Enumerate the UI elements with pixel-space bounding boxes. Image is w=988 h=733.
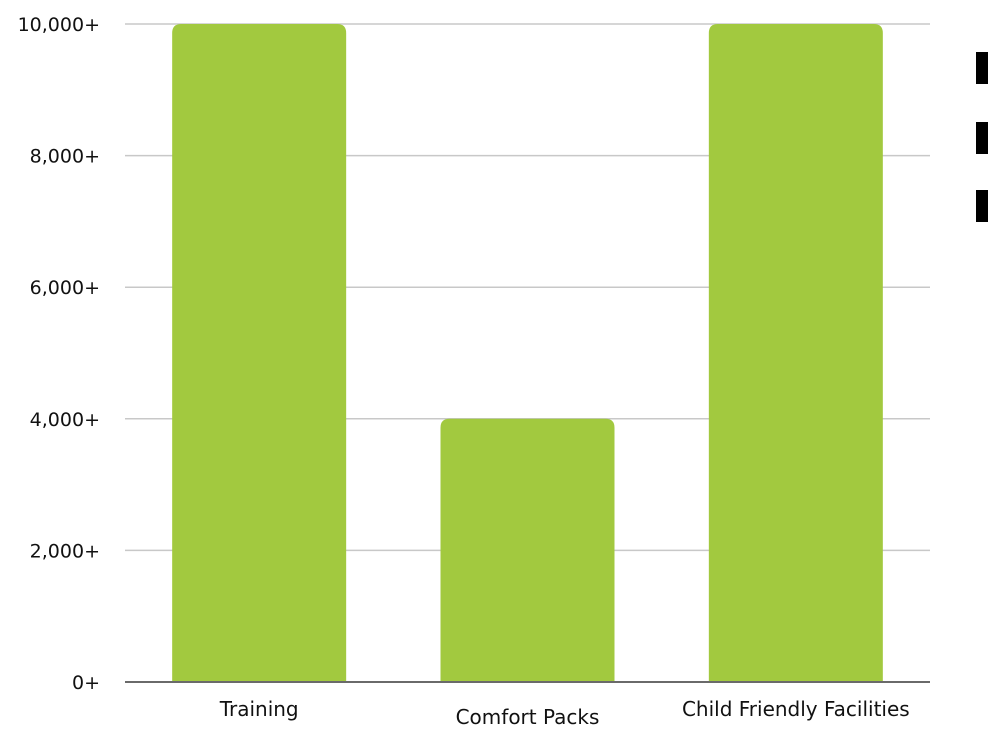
y-tick-label: 0+ [72,672,100,694]
cut-off-glyph-1 [976,52,988,84]
bar-comfort-packs [440,418,615,682]
x-category-label: Child Friendly Facilities [682,697,910,721]
y-tick-label: 2,000+ [30,540,100,562]
y-axis-tick-labels: 0+ 2,000+ 4,000+ 6,000+ 8,000+ 10,000+ [18,14,100,694]
y-tick-label: 6,000+ [30,277,100,299]
y-tick-label: 8,000+ [30,146,100,168]
cut-off-glyph-2 [976,122,988,154]
x-category-label: Comfort Packs [456,705,600,729]
x-axis-category-labels: Training Comfort Packs Child Friendly Faci… [219,697,910,729]
x-category-label: Training [219,697,299,721]
cut-off-glyph-3 [976,190,988,222]
cut-off-heading [976,52,988,222]
bars [172,24,883,682]
bar-child-friendly-facilities [708,24,883,682]
y-tick-label: 4,000+ [30,409,100,431]
bar-training [172,24,347,682]
y-tick-label: 10,000+ [18,14,100,36]
